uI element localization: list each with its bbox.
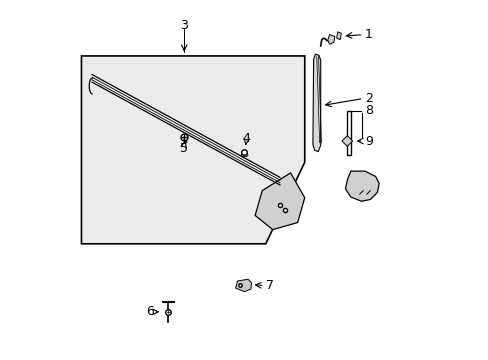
- Polygon shape: [81, 56, 304, 244]
- Polygon shape: [327, 35, 334, 44]
- Text: 3: 3: [180, 19, 188, 32]
- Polygon shape: [241, 151, 247, 157]
- Polygon shape: [346, 111, 350, 155]
- Text: 6: 6: [145, 305, 154, 318]
- Text: 7: 7: [265, 279, 273, 292]
- Polygon shape: [341, 136, 352, 146]
- Polygon shape: [235, 279, 251, 292]
- Polygon shape: [345, 171, 378, 201]
- Text: 1: 1: [364, 28, 372, 41]
- Text: 9: 9: [364, 135, 372, 148]
- Polygon shape: [312, 54, 320, 152]
- Text: 8: 8: [364, 104, 372, 117]
- Polygon shape: [336, 32, 341, 40]
- Polygon shape: [255, 173, 304, 230]
- Text: 5: 5: [180, 141, 188, 154]
- Text: 2: 2: [364, 92, 372, 105]
- Text: 4: 4: [242, 132, 250, 145]
